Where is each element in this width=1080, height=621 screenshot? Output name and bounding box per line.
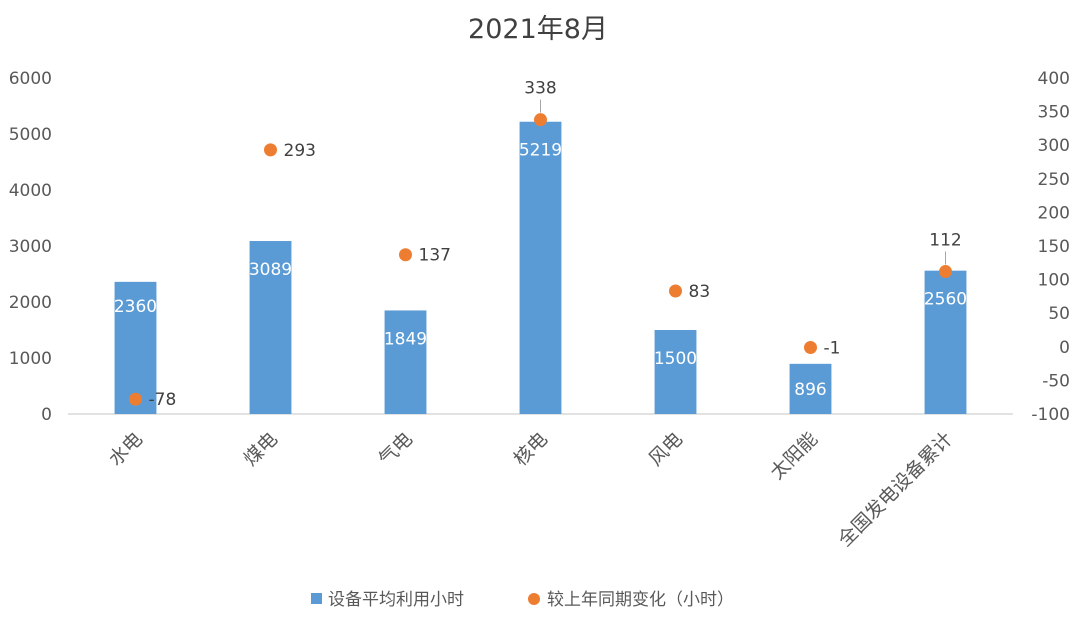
y-right-tick-label: 250: [1038, 170, 1070, 190]
y-right-tick-label: 50: [1048, 304, 1070, 324]
point-value-label: -78: [149, 390, 177, 410]
data-point: [129, 392, 142, 406]
bar: [114, 281, 157, 414]
point-value-label: -1: [824, 338, 841, 358]
y-right-tick-label: 0: [1059, 338, 1070, 358]
point-data-labels: -78 293 137 338 83 -1 112: [149, 79, 962, 411]
bar-value-label: 2360: [114, 297, 157, 317]
y-left-tick-label: 5000: [9, 125, 52, 145]
legend: 设备平均利用小时 较上年同期变化（小时）: [311, 590, 734, 610]
y-left-tick-label: 3000: [9, 237, 52, 257]
bar-value-label: 1500: [654, 349, 697, 369]
y-axis-left: 0 1000 2000 3000 4000 5000 6000: [9, 69, 52, 425]
y-right-tick-label: -100: [1031, 405, 1070, 425]
data-point: [264, 143, 277, 157]
bar: [789, 363, 832, 414]
y-axis-right: -100 -50 0 50 100 150 200 250 300 350 400: [1031, 69, 1070, 425]
x-tick-label: 气电: [375, 428, 417, 470]
bar-series: [114, 121, 967, 415]
y-right-tick-label: 300: [1038, 136, 1070, 156]
data-point: [534, 113, 547, 127]
bar-value-label: 5219: [519, 141, 562, 161]
bar: [249, 241, 292, 414]
bar: [384, 310, 427, 414]
y-left-tick-label: 1000: [9, 349, 52, 369]
legend-point-label: 较上年同期变化（小时）: [547, 590, 734, 610]
x-tick-label: 水电: [105, 428, 147, 470]
y-right-tick-label: 400: [1038, 69, 1070, 89]
y-left-tick-label: 0: [41, 405, 52, 425]
x-tick-label: 全国发电设备累计: [834, 428, 957, 551]
x-axis-labels: 水电 煤电 气电 核电 风电 太阳能 全国发电设备累计: [105, 428, 957, 551]
y-left-tick-label: 6000: [9, 69, 52, 89]
bar-value-label: 896: [794, 380, 826, 400]
bar-value-label: 3089: [249, 260, 292, 280]
point-value-label: 137: [419, 246, 451, 266]
y-right-tick-label: 150: [1038, 237, 1070, 257]
bar-data-labels: 2360 3089 1849 5219 1500 896 2560: [114, 141, 967, 400]
data-point: [669, 284, 682, 298]
y-right-tick-label: -50: [1042, 371, 1070, 391]
chart-title: 2021年8月: [468, 14, 608, 45]
legend-bar-label: 设备平均利用小时: [328, 590, 464, 610]
point-value-label: 83: [689, 282, 711, 302]
point-value-label: 293: [284, 141, 316, 161]
bar-value-label: 2560: [924, 290, 967, 310]
legend-point-swatch: [528, 593, 540, 605]
y-right-tick-label: 100: [1038, 271, 1070, 291]
bar-value-label: 1849: [384, 329, 427, 349]
y-left-tick-label: 4000: [9, 181, 52, 201]
point-series: [129, 113, 952, 406]
y-right-tick-label: 350: [1038, 103, 1070, 123]
point-value-label: 112: [929, 231, 961, 251]
bar: [924, 270, 967, 414]
y-right-tick-label: 200: [1038, 203, 1070, 223]
x-tick-label: 煤电: [240, 428, 282, 470]
bar: [519, 121, 562, 415]
data-point: [939, 265, 952, 279]
bar: [654, 330, 697, 414]
x-tick-label: 核电: [510, 428, 552, 470]
leader-lines: [540, 99, 946, 265]
x-tick-label: 风电: [645, 428, 687, 470]
y-left-tick-label: 2000: [9, 293, 52, 313]
data-point: [804, 340, 817, 354]
data-point: [399, 248, 412, 262]
x-tick-label: 太阳能: [766, 428, 822, 484]
point-value-label: 338: [524, 79, 556, 99]
legend-bar-swatch: [311, 593, 322, 604]
